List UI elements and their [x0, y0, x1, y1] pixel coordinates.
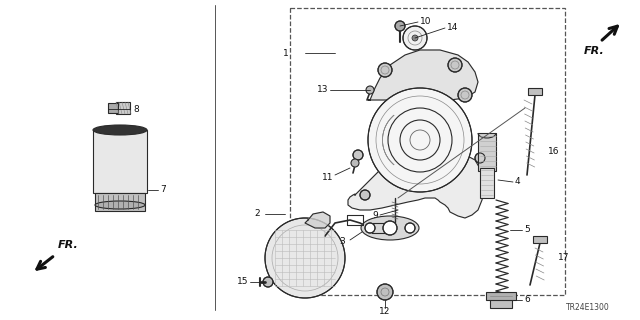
Text: FR.: FR. [584, 46, 604, 56]
Bar [290, 8, 565, 295]
Ellipse shape [93, 125, 147, 135]
Bar [490, 298, 512, 308]
Circle shape [365, 223, 375, 233]
Circle shape [405, 223, 415, 233]
Circle shape [353, 150, 363, 160]
Circle shape [351, 159, 359, 167]
Text: 13: 13 [317, 85, 328, 94]
Text: 15: 15 [237, 277, 248, 286]
Text: 9: 9 [372, 211, 378, 220]
Polygon shape [348, 148, 485, 218]
Circle shape [448, 58, 462, 72]
Bar [486, 292, 516, 300]
Bar [528, 88, 542, 95]
Circle shape [395, 21, 405, 31]
Bar [533, 236, 547, 243]
Polygon shape [368, 50, 478, 100]
Circle shape [263, 277, 273, 287]
Text: FR.: FR. [58, 240, 79, 250]
Circle shape [412, 35, 418, 41]
Text: 2: 2 [254, 210, 260, 219]
Text: 7: 7 [160, 186, 166, 195]
Text: 17: 17 [558, 253, 570, 262]
Text: 12: 12 [380, 308, 390, 316]
Text: 5: 5 [524, 226, 530, 235]
Text: 6: 6 [524, 295, 530, 305]
Bar [93, 130, 147, 193]
Circle shape [403, 26, 427, 50]
Circle shape [360, 190, 370, 200]
Bar [478, 133, 496, 171]
Text: 16: 16 [548, 148, 559, 156]
Text: 8: 8 [133, 105, 139, 114]
Bar [480, 168, 494, 198]
Circle shape [368, 88, 472, 192]
Circle shape [458, 88, 472, 102]
Bar [95, 193, 145, 211]
Bar [116, 102, 130, 114]
Circle shape [366, 86, 374, 94]
Text: 11: 11 [321, 172, 333, 181]
Circle shape [475, 153, 485, 163]
Circle shape [265, 218, 345, 298]
Circle shape [383, 221, 397, 235]
Bar [108, 103, 118, 113]
Text: 10: 10 [420, 17, 431, 26]
Text: 4: 4 [515, 178, 520, 187]
Ellipse shape [95, 201, 145, 209]
Polygon shape [305, 212, 330, 228]
Circle shape [378, 63, 392, 77]
Text: 1: 1 [284, 49, 289, 58]
Text: TR24E1300: TR24E1300 [566, 303, 610, 312]
Ellipse shape [361, 216, 419, 240]
Text: 14: 14 [447, 22, 458, 31]
Text: 3: 3 [339, 237, 345, 246]
Circle shape [377, 284, 393, 300]
